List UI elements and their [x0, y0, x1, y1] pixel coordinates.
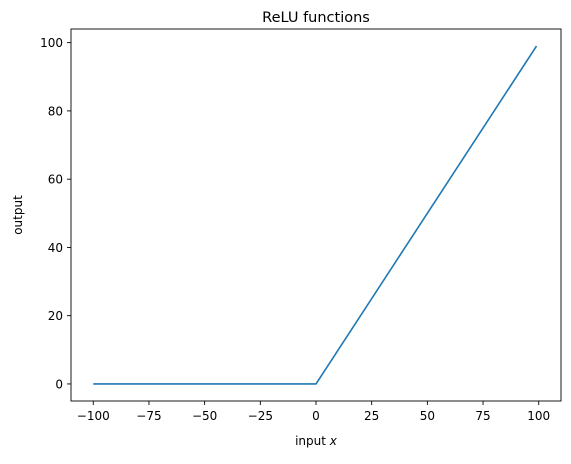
y-tick-label: 40: [48, 241, 63, 255]
x-axis-ticks: −100 −75 −50 −25 0 25 50 75 100: [77, 401, 550, 423]
x-tick-label: −25: [248, 409, 273, 423]
x-tick-label: 25: [364, 409, 379, 423]
x-tick-label: 100: [527, 409, 550, 423]
x-axis-label-variable: x: [329, 434, 338, 448]
x-axis-label-prefix: input: [295, 434, 330, 448]
y-tick-label: 80: [48, 104, 63, 118]
plot-area: [93, 45, 538, 385]
x-tick-label: −100: [77, 409, 110, 423]
x-axis-label: input x: [295, 434, 338, 448]
y-tick-label: 100: [40, 36, 63, 50]
x-tick-label: 0: [312, 409, 320, 423]
chart-title: ReLU functions: [262, 10, 370, 26]
x-tick-label: −50: [192, 409, 217, 423]
x-tick-label: 50: [420, 409, 435, 423]
series-line: [93, 45, 538, 385]
y-tick-label: 0: [55, 377, 63, 391]
y-axis-label: output: [11, 195, 25, 235]
y-tick-label: 60: [48, 173, 63, 187]
x-tick-label: 75: [475, 409, 490, 423]
y-tick-label: 20: [48, 309, 63, 323]
y-axis-ticks: 0 20 40 60 80 100: [40, 36, 71, 391]
x-tick-label: −75: [136, 409, 161, 423]
